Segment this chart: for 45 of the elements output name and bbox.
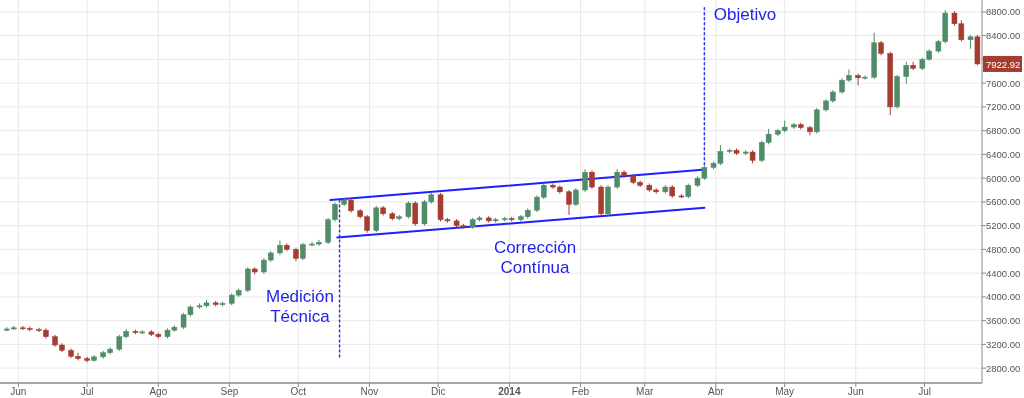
- y-tick-label: 8400.00: [986, 30, 1021, 42]
- x-tick-label: Jun: [10, 386, 27, 397]
- annotation: Objetivo: [713, 5, 777, 24]
- y-tick-label: 4400.00: [986, 267, 1021, 279]
- y-tick-label: 5200.00: [986, 220, 1021, 232]
- candlestick: [862, 74, 868, 81]
- y-tick-label: 6000.00: [986, 172, 1021, 184]
- annotation: Medición Técnica: [265, 287, 335, 326]
- y-tick-label: 8800.00: [986, 6, 1021, 18]
- x-tick-label: Ago: [149, 386, 168, 397]
- x-tick-label: Jul: [80, 386, 94, 397]
- candlestick: [245, 266, 251, 293]
- y-tick-label: 4800.00: [986, 243, 1021, 255]
- y-tick-label: 5600.00: [986, 196, 1021, 208]
- text: 7922.92: [986, 58, 1021, 70]
- x-tick-label: Nov: [360, 386, 379, 397]
- y-tick-label: 4000.00: [986, 291, 1021, 303]
- x-tick-label: Feb: [571, 386, 590, 397]
- x-tick-label: Abr: [708, 386, 725, 397]
- x-tick-label: Jul: [918, 386, 932, 397]
- y-tick-label: 6800.00: [986, 125, 1021, 137]
- y-tick-label: 2800.00: [986, 362, 1021, 374]
- candlestick: [412, 200, 419, 227]
- x-tick-label: May: [775, 386, 795, 397]
- candlestick: [582, 168, 588, 193]
- x-tick-label: Sep: [220, 386, 239, 397]
- y-tick-label: 6400.00: [986, 148, 1021, 160]
- y-tick-label: 7600.00: [986, 77, 1021, 89]
- y-tick-label: 3600.00: [986, 315, 1021, 327]
- candlestick: [621, 169, 627, 179]
- x-tick-label: Oct: [290, 386, 307, 397]
- x-tick-label: Jun: [847, 386, 864, 397]
- x-tick-label: Dic: [431, 386, 446, 397]
- y-tick-label: 3200.00: [986, 338, 1021, 350]
- candlestick: [566, 189, 572, 216]
- candlestick: [855, 73, 861, 87]
- candlestick: [589, 169, 595, 190]
- candlestick: [814, 107, 820, 135]
- x-tick-label: Mar: [636, 386, 654, 397]
- y-tick-label: 7200.00: [986, 101, 1021, 113]
- candlestick: [373, 205, 380, 233]
- candlestick: [614, 168, 620, 190]
- annotation: Corrección Contínua: [493, 238, 577, 277]
- x-tick-label: 2014: [498, 386, 521, 397]
- candlestick: [903, 61, 910, 85]
